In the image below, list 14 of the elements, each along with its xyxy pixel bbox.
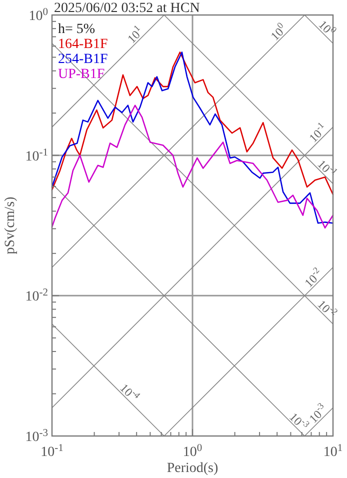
text: 254-B1F — [58, 52, 108, 67]
y-tick-label: 10$^{0}$ — [28, 6, 48, 24]
x-tick-label: 10$^{0}$ — [182, 442, 202, 460]
y-axis-title: pSv(cm/s) — [3, 196, 18, 254]
series-label: 164-B1F — [58, 37, 108, 52]
annotation: h= 5% — [58, 22, 96, 37]
x-tick-label: 10$^{-1}$ — [40, 442, 64, 460]
y-tick-label: 10$^{-1}$ — [25, 146, 48, 164]
y-tick-label: 10$^{-2}$ — [25, 287, 48, 305]
x-tick-label: 10$^{1}$ — [323, 442, 343, 460]
x-axis-title: Period(s) — [166, 461, 218, 476]
y-tick-label: 10$^{-3}$ — [25, 428, 48, 445]
chart-title: 2025/06/02 03:52 at HCN — [54, 1, 200, 16]
text: UP-B1F — [58, 67, 105, 82]
